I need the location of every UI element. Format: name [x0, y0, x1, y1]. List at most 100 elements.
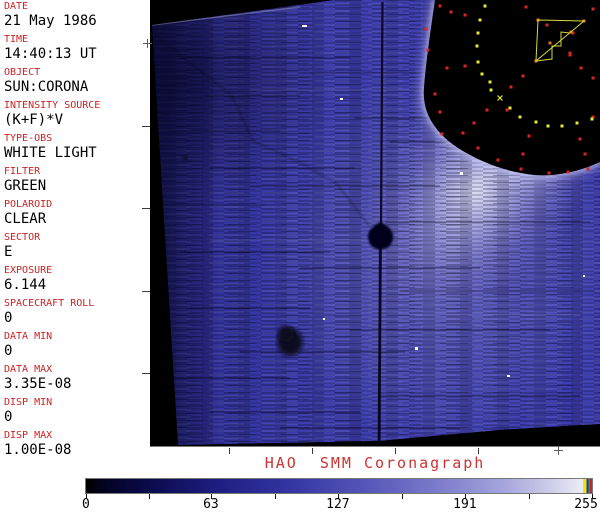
metadata-field-value: CLEAR [4, 211, 47, 227]
metadata-field-value: 0 [4, 409, 13, 425]
metadata-field-label: DATA MIN [4, 331, 53, 342]
yellow-star-dot [518, 115, 522, 119]
yellow-star-dot [546, 124, 550, 128]
metadata-field: EXPOSURE 6.144 [0, 265, 150, 298]
red-star-dot [472, 121, 476, 125]
metadata-field-label: SPACECRAFT ROLL [4, 298, 95, 309]
red-star-dot [426, 48, 430, 52]
metadata-field-value: 1.00E-08 [4, 442, 72, 458]
colorbar-tick [148, 494, 150, 499]
red-star-dot [578, 137, 582, 141]
metadata-field: SECTOR E [0, 232, 150, 265]
metadata-field-label: DISP MAX [4, 430, 53, 441]
metadata-field-value: WHITE LIGHT [4, 145, 97, 161]
pylon-shadow [154, 34, 371, 228]
metadata-field-label: INTENSITY SOURCE [4, 100, 101, 111]
metadata-field: POLAROID CLEAR [0, 199, 150, 232]
polygon-vertex-dot [548, 41, 552, 45]
red-star-dot [521, 152, 525, 156]
yellow-star-dot [476, 60, 480, 64]
white-speck [415, 347, 418, 350]
metadata-field: DATA MIN 0 [0, 331, 150, 364]
red-star-dot [524, 5, 528, 9]
yellow-star-dot [476, 31, 480, 35]
metadata-field-label: SECTOR [4, 232, 41, 243]
red-star-dot [476, 146, 480, 150]
red-star-dot [445, 66, 449, 70]
colorbar-tick [592, 494, 593, 499]
star-field-overlay [302, 4, 595, 377]
metadata-field-value: 6.144 [4, 277, 47, 293]
yellow-star-dot [534, 120, 538, 124]
red-star-dot [461, 131, 465, 135]
red-star-dot [583, 152, 587, 156]
red-star-dot [591, 76, 595, 80]
metadata-field: FILTER GREEN [0, 166, 150, 199]
left-axis-tick [142, 373, 150, 374]
colorbar-label: 0 [82, 497, 90, 512]
metadata-field: TYPE-OBS WHITE LIGHT [0, 133, 150, 166]
metadata-field-label: TIME [4, 34, 29, 45]
bottom-axis-tick [229, 448, 230, 454]
yellow-star-dot [560, 124, 564, 128]
white-speck [507, 375, 510, 377]
yellow-star-dot [508, 106, 512, 110]
red-star-dot [591, 115, 595, 119]
left-axis-tick [142, 126, 150, 127]
marker-polygon-inner [535, 31, 571, 62]
yellow-star-dot [480, 72, 484, 76]
intensity-colorbar [85, 478, 593, 494]
red-star-dot [485, 108, 489, 112]
occulter-pylon [367, 1, 394, 445]
metadata-field: OBJECT SUN:CORONA [0, 67, 150, 100]
marker-polygon-outline [535, 19, 586, 63]
red-star-dot [591, 7, 595, 11]
colorbar-label: 255 [574, 497, 598, 512]
metadata-field: DATE 21 May 1986 [0, 1, 150, 34]
bottom-axis-tick [478, 448, 479, 454]
red-star-dot [509, 85, 513, 89]
yellow-star-dot [489, 88, 493, 92]
metadata-field-value: (K+F)*V [4, 112, 64, 128]
image-bottom-border [150, 446, 600, 447]
red-star-dot [438, 4, 442, 8]
metadata-field-label: EXPOSURE [4, 265, 53, 276]
red-star-dot [519, 167, 523, 171]
colorbar-label: 127 [326, 497, 350, 512]
red-star-dot [566, 170, 570, 174]
red-star-dot [505, 108, 509, 112]
white-speck [583, 275, 585, 277]
metadata-field: DISP MIN 0 [0, 397, 150, 430]
plus-marker [554, 446, 563, 455]
dark-spot-small [182, 155, 188, 161]
metadata-field-value: 21 May 1986 [4, 13, 97, 29]
metadata-field-value: SUN:CORONA [4, 79, 89, 95]
white-speck [340, 98, 343, 100]
metadata-field: DISP MAX 1.00E-08 [0, 430, 150, 463]
colorbar-tick [274, 494, 276, 499]
image-title: HAO SMM Coronagraph [264, 454, 486, 472]
metadata-field-label: DATA MAX [4, 364, 53, 375]
white-speck [323, 318, 325, 320]
colorbar-tick [465, 494, 466, 499]
yellow-cross-marker [497, 95, 503, 101]
metadata-field-value: 14:40:13 UT [4, 46, 97, 62]
red-star-dot [521, 74, 525, 78]
red-star-dot [463, 13, 467, 17]
red-star-dot [424, 27, 428, 31]
colorbar-tick [211, 494, 212, 499]
yellow-star-dot [590, 117, 594, 121]
red-star-dot [568, 51, 572, 55]
red-star-dot [440, 132, 444, 136]
metadata-field: INTENSITY SOURCE (K+F)*V [0, 100, 150, 133]
bottom-axis-tick [312, 448, 313, 454]
left-axis-tick [142, 208, 150, 209]
metadata-field-value: 0 [4, 310, 13, 326]
white-speck [302, 25, 307, 27]
metadata-field: SPACECRAFT ROLL 0 [0, 298, 150, 331]
yellow-star-dot [483, 4, 487, 8]
pylon-knot [367, 222, 394, 250]
metadata-field-value: 0 [4, 343, 13, 359]
metadata-field-value: E [4, 244, 13, 260]
